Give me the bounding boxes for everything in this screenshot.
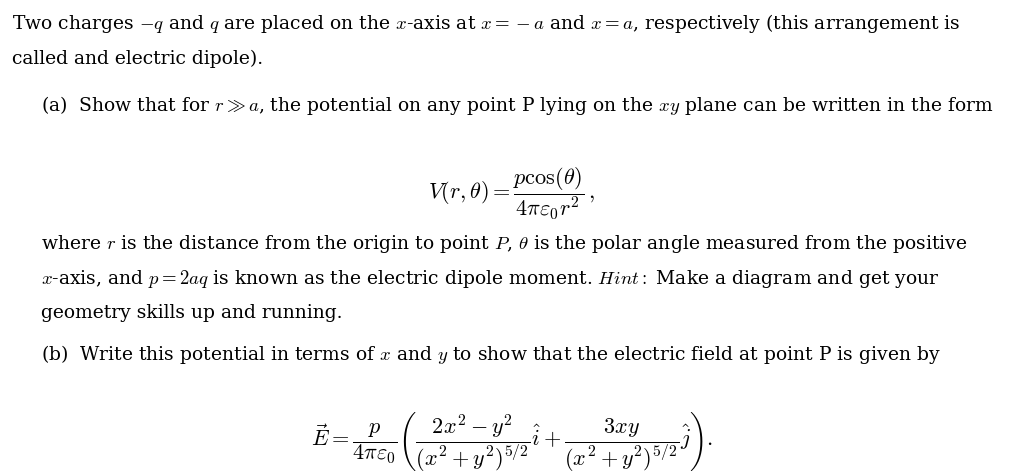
- Text: $x$-axis, and $p = 2aq$ is known as the electric dipole moment. $\mathit{Hint}\m: $x$-axis, and $p = 2aq$ is known as the …: [41, 268, 939, 291]
- Text: $\vec{E} = \dfrac{p}{4\pi\varepsilon_0} \left( \dfrac{2x^2 - y^2}{(x^2+y^2)^{5/2: $\vec{E} = \dfrac{p}{4\pi\varepsilon_0} …: [311, 410, 713, 471]
- Text: called and electric dipole).: called and electric dipole).: [12, 49, 263, 68]
- Text: where $r$ is the distance from the origin to point $P$, $\theta$ is the polar an: where $r$ is the distance from the origi…: [41, 233, 968, 255]
- Text: geometry skills up and running.: geometry skills up and running.: [41, 304, 342, 322]
- Text: Two charges $-q$ and $q$ are placed on the $x$-axis at $x = -a$ and $x = a$, res: Two charges $-q$ and $q$ are placed on t…: [12, 12, 961, 35]
- Text: $V(r,\theta) = \dfrac{p\cos(\theta)}{4\pi\varepsilon_0 r^2}\,,$: $V(r,\theta) = \dfrac{p\cos(\theta)}{4\p…: [428, 165, 596, 221]
- Text: (b)  Write this potential in terms of $x$ and $y$ to show that the electric fiel: (b) Write this potential in terms of $x$…: [41, 343, 941, 366]
- Text: (a)  Show that for $r \gg a$, the potential on any point P lying on the $xy$ pla: (a) Show that for $r \gg a$, the potenti…: [41, 94, 993, 117]
